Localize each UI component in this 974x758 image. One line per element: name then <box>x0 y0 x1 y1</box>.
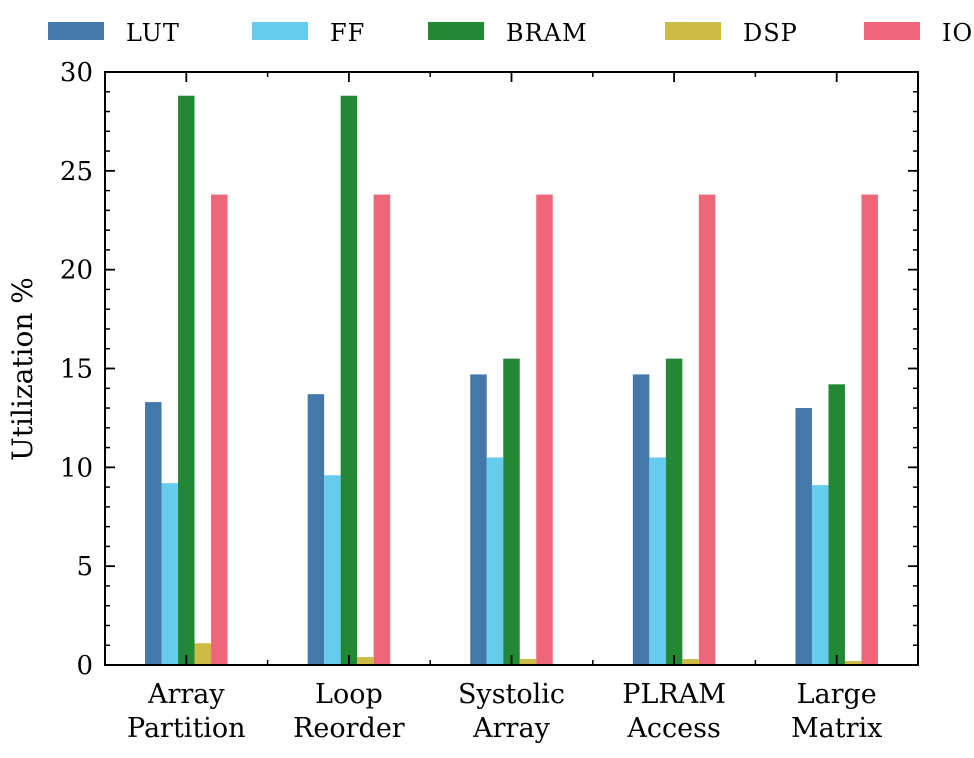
legend-label-bram: BRAM <box>506 19 588 47</box>
bar-io-1 <box>373 194 391 666</box>
axes-layer: 051015202530ArrayPartitionLoopReorderSys… <box>60 58 919 744</box>
bar-lut-4 <box>795 408 812 665</box>
x-tick-label: Reorder <box>293 713 405 744</box>
bar-dsp-3 <box>682 659 699 665</box>
legend-swatch-bram <box>428 22 484 40</box>
bar-ff-4 <box>811 485 829 665</box>
x-tick-label: Matrix <box>791 713 882 744</box>
bar-lut-1 <box>307 394 325 665</box>
bar-bram-4 <box>828 384 845 665</box>
y-tick-label: 20 <box>60 256 93 286</box>
bar-ff-2 <box>486 457 504 665</box>
bar-io-3 <box>698 194 716 666</box>
x-tick-label: Access <box>626 713 720 744</box>
bar-dsp-1 <box>357 657 374 665</box>
y-tick-label: 5 <box>76 552 93 582</box>
bar-lut-2 <box>470 374 487 665</box>
bar-ff-0 <box>161 483 179 665</box>
x-tick-label: PLRAM <box>622 679 726 710</box>
x-tick-label: Systolic <box>458 679 565 710</box>
bar-io-4 <box>861 194 878 666</box>
bar-io-2 <box>536 194 553 666</box>
legend-swatch-dsp <box>665 22 721 40</box>
y-tick-label: 30 <box>60 58 93 88</box>
bar-ff-1 <box>324 475 341 665</box>
x-tick-label: Partition <box>127 713 246 744</box>
legend-swatch-lut <box>48 22 104 40</box>
bar-bram-2 <box>503 358 520 665</box>
legend-swatch-io <box>864 22 920 40</box>
x-tick-label: Array <box>472 713 550 744</box>
bar-bram-3 <box>665 358 683 665</box>
x-tick-label: Large <box>797 679 877 710</box>
bar-io-0 <box>211 194 228 666</box>
bar-bram-1 <box>340 95 358 666</box>
legend-label-lut: LUT <box>126 19 180 47</box>
y-tick-label: 0 <box>76 651 93 681</box>
legend: LUT FF BRAM DSP IO <box>48 19 973 47</box>
bar-dsp-0 <box>194 643 212 665</box>
bar-ff-3 <box>649 457 666 665</box>
y-axis-title: Utilization % <box>6 277 39 461</box>
legend-label-ff: FF <box>330 19 365 47</box>
y-tick-label: 15 <box>60 355 93 385</box>
bar-dsp-2 <box>519 659 537 665</box>
bar-dsp-4 <box>844 661 862 665</box>
y-tick-label: 25 <box>60 157 93 187</box>
legend-label-io: IO <box>942 19 973 47</box>
x-tick-label: Array <box>147 679 225 710</box>
legend-label-dsp: DSP <box>743 19 798 47</box>
bar-lut-0 <box>145 402 162 665</box>
legend-swatch-ff <box>252 22 308 40</box>
bar-lut-3 <box>632 374 650 665</box>
x-tick-label: Loop <box>315 679 383 710</box>
y-tick-label: 10 <box>60 453 93 483</box>
bar-bram-0 <box>178 95 195 666</box>
bars-layer <box>145 95 878 666</box>
